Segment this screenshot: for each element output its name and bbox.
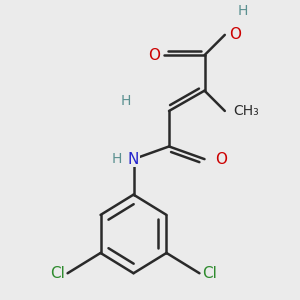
Text: H: H: [112, 152, 122, 166]
Text: O: O: [215, 152, 227, 166]
Text: Cl: Cl: [202, 266, 217, 281]
Text: O: O: [148, 48, 160, 63]
Text: N: N: [128, 152, 139, 166]
Text: H: H: [237, 4, 248, 18]
Text: O: O: [229, 27, 241, 42]
Text: H: H: [121, 94, 131, 108]
Text: CH₃: CH₃: [234, 104, 260, 118]
Text: Cl: Cl: [50, 266, 65, 281]
